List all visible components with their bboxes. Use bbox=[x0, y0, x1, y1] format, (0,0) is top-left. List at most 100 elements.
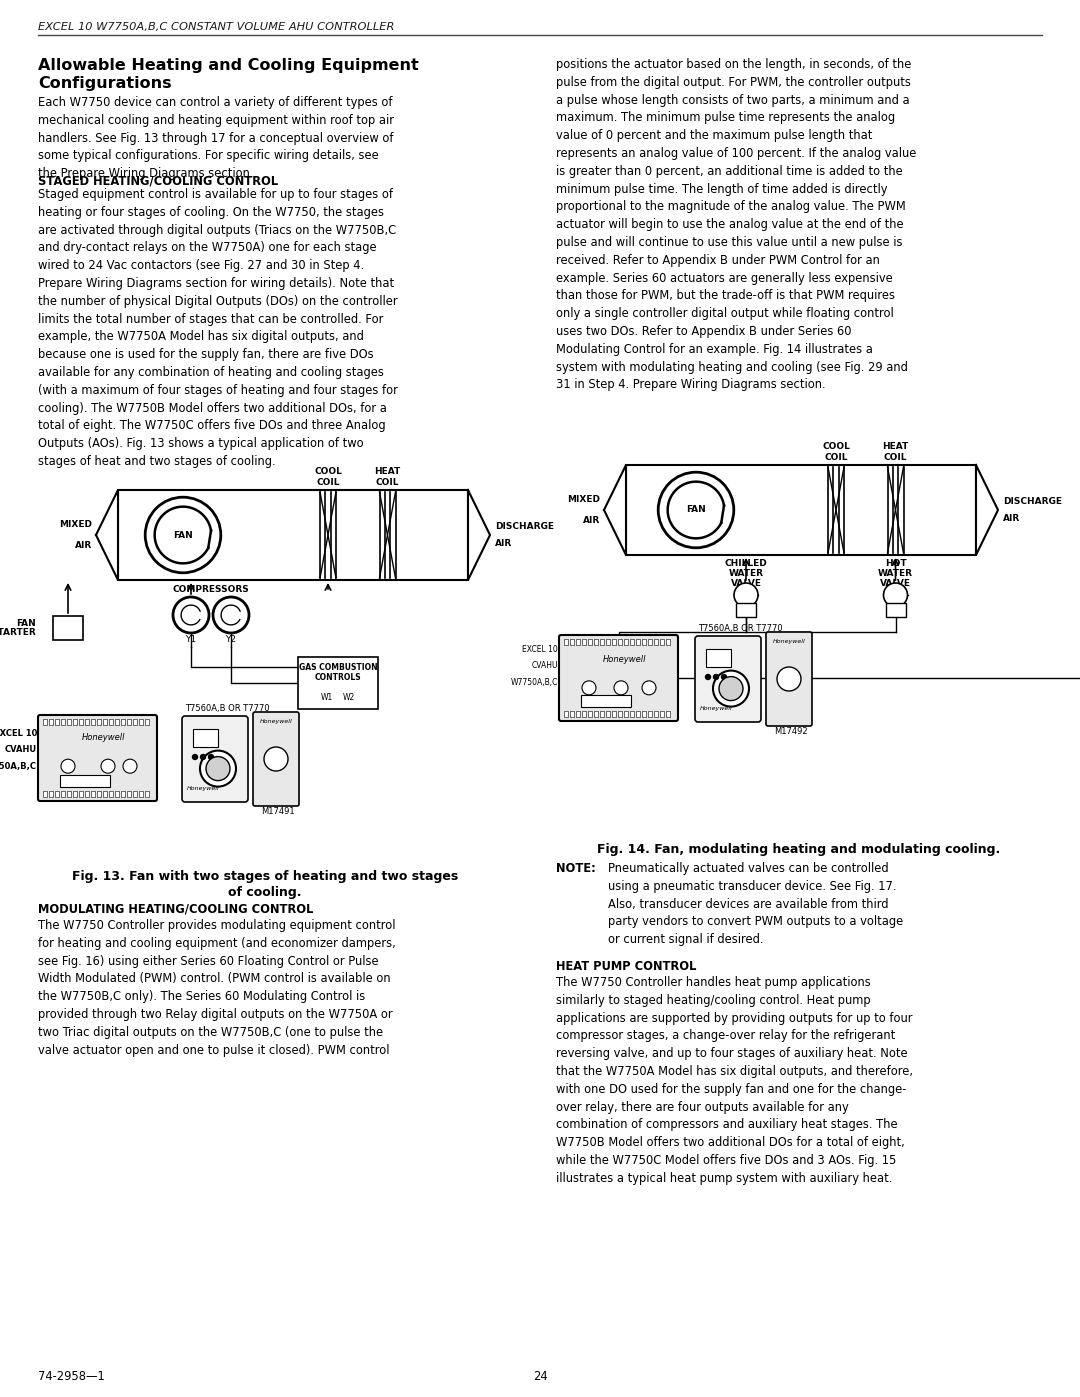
Text: Each W7750 device can control a variety of different types of
mechanical cooling: Each W7750 device can control a variety … bbox=[38, 96, 394, 180]
Text: COOL: COOL bbox=[822, 441, 850, 451]
Text: W2: W2 bbox=[342, 693, 355, 703]
Text: AIR: AIR bbox=[75, 541, 92, 550]
FancyBboxPatch shape bbox=[559, 636, 678, 721]
Text: Honeywell: Honeywell bbox=[187, 787, 219, 791]
Circle shape bbox=[642, 680, 656, 694]
Text: Honeywell: Honeywell bbox=[259, 719, 293, 724]
Circle shape bbox=[883, 583, 907, 608]
Text: VALVE: VALVE bbox=[880, 578, 912, 588]
Circle shape bbox=[264, 747, 288, 771]
Bar bbox=[582, 711, 586, 717]
Bar bbox=[618, 711, 622, 717]
Text: COMPRESSORS: COMPRESSORS bbox=[173, 585, 249, 594]
Bar bbox=[570, 711, 573, 717]
Circle shape bbox=[719, 676, 743, 701]
Bar bbox=[133, 719, 137, 725]
Text: DISCHARGE: DISCHARGE bbox=[495, 522, 554, 531]
Text: FAN: FAN bbox=[173, 531, 193, 539]
Text: AIR: AIR bbox=[583, 515, 600, 525]
Bar bbox=[109, 719, 113, 725]
Bar bbox=[570, 638, 573, 645]
Bar bbox=[79, 719, 83, 725]
Bar bbox=[648, 638, 652, 645]
Bar bbox=[53, 616, 83, 640]
Text: CVAHU: CVAHU bbox=[5, 746, 37, 754]
Bar bbox=[654, 711, 658, 717]
Circle shape bbox=[582, 680, 596, 694]
Text: T7560A,B OR T7770: T7560A,B OR T7770 bbox=[185, 704, 270, 712]
Bar bbox=[618, 638, 622, 645]
Text: EXCEL 10: EXCEL 10 bbox=[0, 729, 37, 738]
Bar bbox=[121, 791, 125, 798]
Text: WATER: WATER bbox=[878, 569, 913, 578]
Text: Y2: Y2 bbox=[226, 636, 237, 644]
Text: 24: 24 bbox=[532, 1370, 548, 1383]
Circle shape bbox=[208, 754, 214, 760]
Bar bbox=[114, 791, 119, 798]
Text: HEAT: HEAT bbox=[375, 467, 401, 476]
Polygon shape bbox=[604, 465, 626, 555]
Bar bbox=[648, 711, 652, 717]
Text: W1: W1 bbox=[321, 693, 333, 703]
Text: Honeywell: Honeywell bbox=[700, 705, 732, 711]
Text: GAS COMBUSTION: GAS COMBUSTION bbox=[299, 664, 377, 672]
Circle shape bbox=[173, 597, 210, 633]
Bar bbox=[886, 604, 905, 617]
Bar bbox=[127, 719, 131, 725]
Polygon shape bbox=[468, 490, 490, 580]
Bar bbox=[193, 729, 218, 747]
Bar bbox=[626, 465, 976, 555]
Text: Fig. 13. Fan with two stages of heating and two stages: Fig. 13. Fan with two stages of heating … bbox=[72, 870, 458, 883]
FancyBboxPatch shape bbox=[183, 717, 248, 802]
Circle shape bbox=[705, 675, 711, 679]
Bar bbox=[612, 711, 616, 717]
Text: COIL: COIL bbox=[883, 453, 907, 462]
Bar bbox=[73, 719, 77, 725]
Circle shape bbox=[192, 754, 198, 760]
Text: Honeywell: Honeywell bbox=[81, 733, 125, 742]
Bar bbox=[624, 711, 627, 717]
Bar bbox=[581, 694, 631, 707]
Text: M17491: M17491 bbox=[261, 807, 295, 816]
Bar bbox=[49, 719, 53, 725]
Circle shape bbox=[102, 759, 114, 773]
Bar bbox=[43, 719, 48, 725]
Circle shape bbox=[201, 754, 205, 760]
Text: HOT: HOT bbox=[885, 559, 906, 569]
Text: MODULATING HEATING/COOLING CONTROL: MODULATING HEATING/COOLING CONTROL bbox=[38, 902, 313, 916]
Text: COOL: COOL bbox=[314, 467, 342, 476]
Text: DISCHARGE: DISCHARGE bbox=[1003, 497, 1062, 506]
Bar bbox=[624, 638, 627, 645]
Bar bbox=[600, 711, 604, 717]
Polygon shape bbox=[976, 465, 998, 555]
Text: Staged equipment control is available for up to four stages of
heating or four s: Staged equipment control is available fo… bbox=[38, 189, 397, 468]
Bar bbox=[133, 791, 137, 798]
Bar bbox=[139, 791, 143, 798]
Bar bbox=[60, 791, 65, 798]
Text: The W7750 Controller handles heat pump applications
similarly to staged heating/: The W7750 Controller handles heat pump a… bbox=[556, 977, 913, 1185]
Text: WATER: WATER bbox=[729, 569, 764, 578]
Text: CVAHU: CVAHU bbox=[531, 661, 558, 671]
Text: Allowable Heating and Cooling Equipment: Allowable Heating and Cooling Equipment bbox=[38, 59, 419, 73]
Text: positions the actuator based on the length, in seconds, of the
pulse from the di: positions the actuator based on the leng… bbox=[556, 59, 916, 391]
Text: NOTE:: NOTE: bbox=[556, 862, 596, 875]
Bar bbox=[55, 791, 59, 798]
Bar bbox=[576, 638, 580, 645]
Circle shape bbox=[206, 757, 230, 781]
Circle shape bbox=[200, 750, 237, 787]
Bar bbox=[103, 791, 107, 798]
Text: The W7750 Controller provides modulating equipment control
for heating and cooli: The W7750 Controller provides modulating… bbox=[38, 919, 395, 1056]
Bar bbox=[630, 638, 634, 645]
Text: W7750A,B,C: W7750A,B,C bbox=[0, 761, 37, 771]
Bar bbox=[127, 791, 131, 798]
Bar bbox=[636, 711, 640, 717]
Circle shape bbox=[123, 759, 137, 773]
Text: FAN: FAN bbox=[16, 619, 36, 627]
Bar bbox=[735, 604, 756, 617]
Text: COIL: COIL bbox=[376, 478, 400, 488]
Bar bbox=[145, 791, 149, 798]
Bar bbox=[121, 719, 125, 725]
Text: COIL: COIL bbox=[824, 453, 848, 462]
Text: Configurations: Configurations bbox=[38, 75, 172, 91]
Bar bbox=[118, 490, 468, 580]
